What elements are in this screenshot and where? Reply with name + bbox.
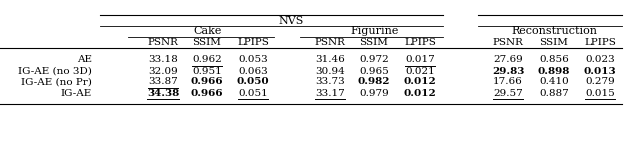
Text: Reconstruction: Reconstruction (511, 26, 597, 37)
Text: 0.856: 0.856 (539, 56, 569, 65)
Text: 33.17: 33.17 (315, 89, 345, 98)
Text: 27.69: 27.69 (493, 56, 523, 65)
Text: PSNR: PSNR (315, 38, 346, 47)
Text: PSNR: PSNR (148, 38, 179, 47)
Text: 17.66: 17.66 (493, 78, 523, 86)
Text: 0.050: 0.050 (237, 78, 269, 86)
Text: LPIPS: LPIPS (404, 38, 436, 47)
Text: 0.979: 0.979 (359, 89, 389, 98)
Text: AE: AE (77, 56, 92, 65)
Text: Figurine: Figurine (351, 26, 399, 37)
Text: 0.972: 0.972 (359, 56, 389, 65)
Text: 33.73: 33.73 (315, 78, 345, 86)
Text: LPIPS: LPIPS (237, 38, 269, 47)
Text: SSIM: SSIM (193, 38, 221, 47)
Text: 0.012: 0.012 (404, 78, 436, 86)
Text: 0.982: 0.982 (358, 78, 390, 86)
Text: 0.951: 0.951 (192, 66, 222, 75)
Text: 0.063: 0.063 (238, 66, 268, 75)
Text: 0.966: 0.966 (191, 78, 223, 86)
Text: 0.051: 0.051 (238, 89, 268, 98)
Text: 29.57: 29.57 (493, 89, 523, 98)
Text: 30.94: 30.94 (315, 66, 345, 75)
Text: 0.410: 0.410 (539, 78, 569, 86)
Text: 0.279: 0.279 (585, 78, 615, 86)
Text: 0.962: 0.962 (192, 56, 222, 65)
Text: 0.013: 0.013 (584, 66, 616, 75)
Text: 0.966: 0.966 (191, 89, 223, 98)
Text: 0.887: 0.887 (539, 89, 569, 98)
Text: 0.023: 0.023 (585, 56, 615, 65)
Text: 0.021: 0.021 (405, 66, 435, 75)
Text: 32.09: 32.09 (148, 66, 178, 75)
Text: IG-AE (no 3D): IG-AE (no 3D) (18, 66, 92, 75)
Text: 33.87: 33.87 (148, 78, 178, 86)
Text: LPIPS: LPIPS (584, 38, 616, 47)
Text: 0.012: 0.012 (404, 89, 436, 98)
Text: 0.017: 0.017 (405, 56, 435, 65)
Text: 29.83: 29.83 (492, 66, 524, 75)
Text: 0.898: 0.898 (538, 66, 570, 75)
Text: IG-AE (no Pr): IG-AE (no Pr) (21, 78, 92, 86)
Text: 0.053: 0.053 (238, 56, 268, 65)
Text: SSIM: SSIM (360, 38, 388, 47)
Text: PSNR: PSNR (493, 38, 524, 47)
Text: 33.18: 33.18 (148, 56, 178, 65)
Text: Cake: Cake (194, 26, 222, 37)
Text: 0.015: 0.015 (585, 89, 615, 98)
Text: SSIM: SSIM (540, 38, 568, 47)
Text: NVS: NVS (279, 16, 304, 25)
Text: 0.965: 0.965 (359, 66, 389, 75)
Text: 31.46: 31.46 (315, 56, 345, 65)
Text: IG-AE: IG-AE (61, 89, 92, 98)
Text: 34.38: 34.38 (147, 89, 179, 98)
